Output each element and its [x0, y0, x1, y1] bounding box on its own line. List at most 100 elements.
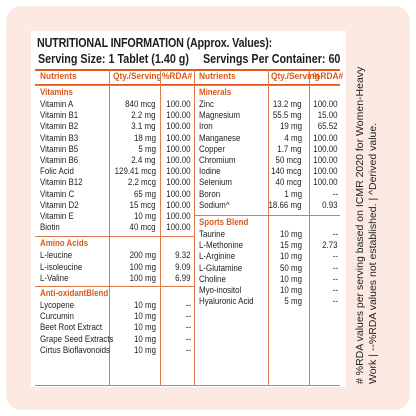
amino-heading: Amino Acids [40, 238, 89, 249]
nutrient-name: Folic Acid [40, 166, 74, 177]
nutrient-rda: -- [185, 300, 191, 310]
nutrient-rda: 15.00 [318, 110, 338, 121]
nutrient-name: Hyaluronic Acid [199, 296, 254, 307]
label-title: NUTRITIONAL INFORMATION (Approx. Values)… [37, 36, 273, 50]
nutrient-name: L-Arginine [199, 251, 236, 262]
nutrient-name: Grape Seed Extracts [40, 333, 114, 344]
nutrient-rda: -- [185, 311, 191, 322]
nutrient-name: Beet Root Extract [40, 322, 103, 333]
nutrient-qty: 40 mcg [276, 177, 302, 188]
nutrient-qty: 5 mg [138, 143, 156, 154]
nutrient-qty: 2.4 mg [131, 155, 156, 165]
nutrient-qty: 10 mg [279, 285, 302, 295]
nutrient-name: Chromium [199, 155, 236, 165]
left-rda-divider [160, 69, 161, 385]
nutrient-name: Lycopene [40, 300, 75, 310]
nutrient-rda: -- [332, 188, 338, 199]
nutrient-name: Vitamin B3 [40, 132, 79, 143]
nutrient-qty: 40 mcg [130, 222, 156, 233]
nutrient-rda: 65.52 [318, 121, 338, 132]
nutrient-rda: 100.00 [166, 132, 191, 143]
nutrient-rda: 100.00 [166, 99, 191, 109]
vitamins-rule [35, 85, 194, 86]
col-nutrients-left: Nutrients [40, 71, 77, 82]
nutrient-rda: -- [185, 333, 191, 344]
footnote: # %RDA values per serving based on ICMR … [354, 66, 379, 384]
nutrient-name: Magnesium [199, 110, 240, 121]
nutrient-rda: 9.32 [175, 250, 191, 261]
nutrient-name: L-isoleucine [40, 261, 83, 272]
col-qty-right: Qty./Serving [271, 71, 320, 82]
nutrient-qty: 3.1 mg [131, 121, 156, 132]
nutrient-rda: 100.00 [313, 99, 338, 109]
col-rda-left: %RDA# [162, 71, 193, 82]
nutrient-qty: 50 mg [279, 262, 302, 273]
nutrient-qty: 10 mg [133, 344, 156, 355]
nutrient-qty: 15 mcg [130, 199, 156, 210]
nutrient-name: Vitamin B6 [40, 155, 79, 165]
nutrient-qty: 50 mcg [276, 155, 302, 165]
nutrient-qty: 840 mcg [125, 99, 156, 109]
right-rda-divider [309, 69, 310, 385]
antiox-heading: Anti-oxidantBlend [40, 288, 109, 298]
nutrient-name: L-Valine [40, 272, 69, 283]
right-qty-divider [268, 69, 269, 385]
nutrient-name: Choline [199, 273, 226, 284]
nutrition-label [31, 31, 346, 387]
nutrient-rda: 100.00 [166, 199, 191, 210]
nutrient-qty: 10 mg [133, 322, 156, 333]
nutrient-qty: 18 mg [133, 132, 156, 143]
nutrient-qty: 2.2 mg [131, 110, 156, 121]
nutrient-name: Myo-inositol [199, 285, 242, 295]
nutrient-name: Vitamin B5 [40, 143, 79, 154]
table-bottom-rule [35, 385, 340, 386]
nutrient-name: L-Methonine [199, 240, 244, 251]
nutrient-name: Vitamin A [40, 99, 74, 109]
header-top-rule [35, 69, 340, 71]
nutrient-rda: -- [332, 251, 338, 262]
vitamins-heading: Vitamins [40, 87, 73, 97]
nutrient-qty: 129.41 mcg [114, 166, 156, 177]
nutrient-rda: 0.93 [322, 199, 338, 210]
nutrient-rda: 100.00 [166, 222, 191, 233]
nutrient-rda: 100.00 [166, 211, 191, 221]
nutrient-name: Cirtus Bioflavonoids [40, 344, 111, 355]
minerals-rule [194, 85, 340, 86]
nutrient-qty: 200 mg [129, 250, 156, 261]
nutrient-name: Selenium [199, 177, 233, 188]
nutrient-rda: 100.00 [313, 132, 338, 143]
nutrient-qty: 18.66 mg [268, 199, 302, 210]
nutrient-name: Copper [199, 143, 225, 154]
col-qty-left: Qty./Serving [113, 71, 162, 82]
col-nutrients-right: Nutrients [199, 71, 236, 82]
nutrient-qty: 10 mg [133, 300, 156, 310]
nutrient-qty: 13.2 mg [273, 99, 302, 109]
nutrient-name: Sodium^ [199, 199, 230, 210]
nutrient-rda: 100.00 [313, 177, 338, 188]
nutrient-qty: 55.5 mg [273, 110, 302, 121]
nutrient-name: Vitamin B1 [40, 110, 79, 121]
nutrient-name: L-Glutamine [199, 262, 243, 273]
nutrient-name: Vitamin C [40, 188, 75, 199]
nutrient-rda: 6.99 [175, 272, 191, 283]
nutrient-name: Vitamin B12 [40, 177, 83, 188]
nutrient-name: Vitamin B2 [40, 121, 79, 132]
nutrient-name: Iodine [199, 166, 221, 177]
nutrient-rda: 100.00 [166, 110, 191, 121]
nutrient-qty: 2.2 mcg [127, 177, 156, 188]
nutrient-rda: -- [185, 344, 191, 355]
col-rda-right: %RDA# [313, 71, 344, 82]
minerals-heading: Minerals [199, 87, 232, 97]
nutrient-qty: 10 mg [133, 333, 156, 344]
left-qty-divider [109, 69, 110, 385]
nutrient-qty: 1 mg [284, 188, 302, 199]
nutrient-rda: -- [332, 229, 338, 239]
nutrient-rda: -- [185, 322, 191, 333]
nutrient-name: Manganese [199, 132, 241, 143]
sports-rule [194, 215, 340, 216]
nutrient-qty: 10 mg [279, 229, 302, 239]
center-divider [194, 69, 195, 385]
sports-heading: Sports Blend [199, 217, 249, 227]
nutrient-name: Iron [199, 121, 213, 132]
nutrient-rda: 100.00 [313, 155, 338, 165]
